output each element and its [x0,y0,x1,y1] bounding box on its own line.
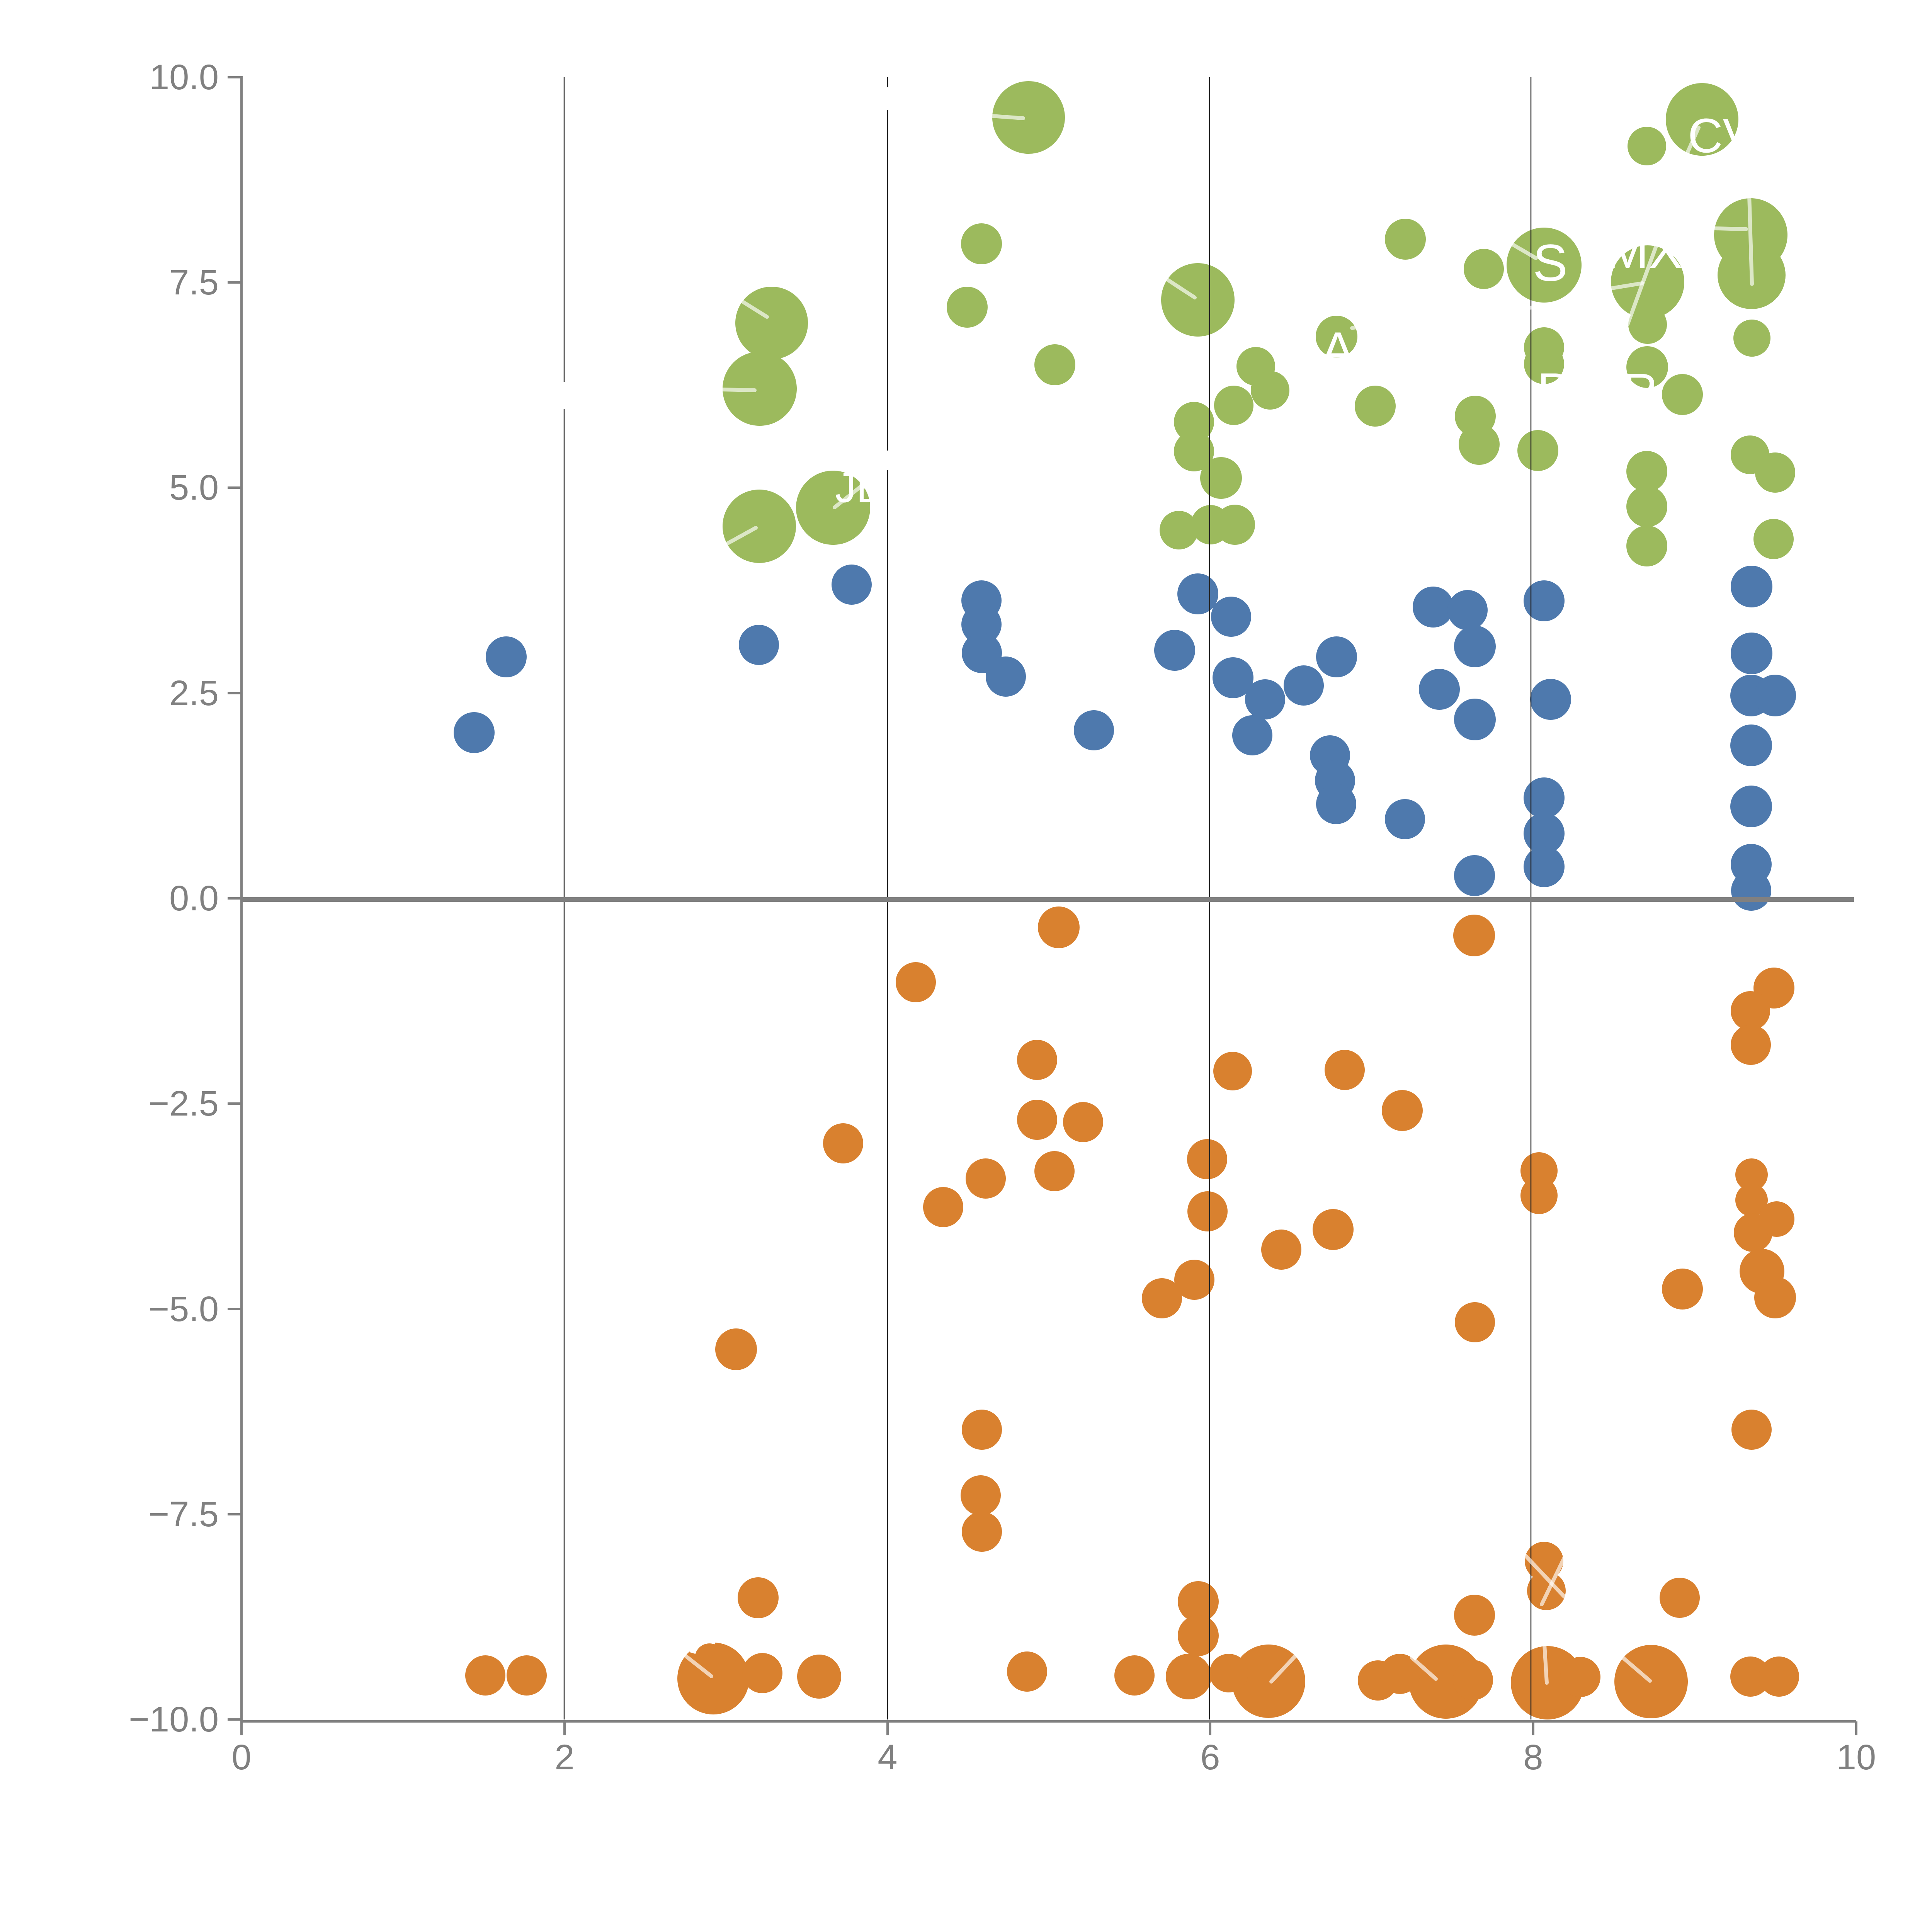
svg-text:0: 0 [231,1738,251,1777]
svg-text:P: P [1537,364,1569,417]
svg-text:CV: CV [1688,109,1755,163]
svg-text:5.0: 5.0 [169,468,219,507]
svg-text:−5.0: −5.0 [148,1289,219,1329]
svg-text:8: 8 [1523,1738,1543,1777]
svg-text:2: 2 [554,1738,574,1777]
svg-text:R: R [1623,364,1658,418]
svg-text:0.0: 0.0 [169,879,219,918]
svg-text:JE: JE [835,464,884,512]
svg-text:−2.5: −2.5 [148,1084,219,1123]
svg-text:4: 4 [878,1738,897,1777]
svg-text:S: S [1533,234,1568,292]
svg-text:7.5: 7.5 [169,263,219,302]
svg-text:−7.5: −7.5 [148,1495,219,1534]
svg-text:10: 10 [1837,1738,1876,1777]
svg-text:2.5: 2.5 [169,673,219,713]
svg-text:6: 6 [1200,1738,1220,1777]
svg-text:A: A [1321,321,1355,378]
svg-text:−10.0: −10.0 [129,1700,219,1739]
svg-text:10.0: 10.0 [150,58,219,97]
svg-text:MX: MX [1606,222,1683,279]
